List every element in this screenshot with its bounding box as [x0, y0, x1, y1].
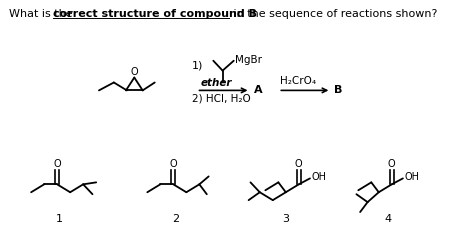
Text: O: O — [130, 66, 138, 76]
Text: ether: ether — [201, 78, 232, 88]
Text: 2) HCl, H₂O: 2) HCl, H₂O — [192, 93, 251, 103]
Text: O: O — [295, 158, 302, 168]
Text: OH: OH — [405, 172, 420, 182]
Text: 3: 3 — [283, 214, 289, 224]
Text: O: O — [54, 158, 61, 168]
Text: OH: OH — [312, 172, 327, 182]
Text: 1): 1) — [192, 61, 203, 71]
Text: O: O — [388, 158, 396, 168]
Text: A: A — [254, 86, 263, 96]
Text: B: B — [334, 86, 343, 96]
Text: correct structure of compound B: correct structure of compound B — [53, 9, 256, 19]
Text: What is the: What is the — [9, 9, 76, 19]
Text: 4: 4 — [384, 214, 392, 224]
Text: H₂CrO₄: H₂CrO₄ — [280, 76, 316, 86]
Text: in the sequence of reactions shown?: in the sequence of reactions shown? — [230, 9, 438, 19]
Text: 1: 1 — [55, 214, 63, 224]
Text: 2: 2 — [172, 214, 179, 224]
Text: O: O — [170, 158, 177, 168]
Text: MgBr: MgBr — [235, 55, 262, 65]
